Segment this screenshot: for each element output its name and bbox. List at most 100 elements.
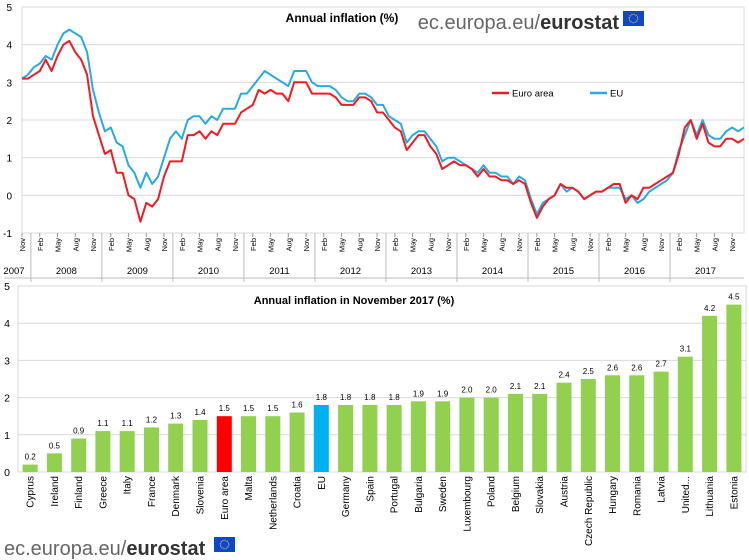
line-chart-year-label: 2008 [56,266,77,277]
line-chart-month-label: Nov [160,238,169,252]
bar-bulgaria [410,401,426,472]
bar-category-label: Poland [487,476,498,507]
line-chart-month-label: Feb [604,238,613,251]
line-chart-year-label: 2010 [198,266,219,277]
line-chart-month-label: May [338,238,347,252]
bar-value-label: 4.2 [704,304,716,313]
line-chart-y-tick-label: 1 [6,154,12,165]
bar-chart-title: Annual inflation in November 2017 (%) [254,295,455,307]
line-chart-month-label: Feb [36,238,45,251]
legend-label: EU [610,89,623,100]
bar-chart-y-tick-label: 3 [4,355,10,367]
line-chart-month-label: Aug [639,238,648,251]
line-chart-year-label: 2014 [482,266,503,277]
line-chart-month-label: Aug [355,238,364,251]
bar-category-label: Ireland [50,476,61,507]
bar-value-label: 3.1 [680,345,692,354]
bar-chart-x-axis: Cyprus Ireland Finland Greece Italy France Den… [26,475,741,546]
bar-value-label: 1.3 [170,412,182,421]
bar-austria [556,382,572,472]
line-chart-month-label: Nov [89,238,98,252]
bar-category-label: Netherlands [268,476,279,530]
bar-category-label: Croatia [293,476,304,509]
line-chart-month-label: Nov [515,238,524,252]
bar-latvia [653,371,669,472]
line-chart-month-label: Feb [391,238,400,251]
bar-chart-y-axis: 0 1 2 3 4 5 [4,281,10,479]
bar-italy [119,431,135,472]
line-chart-month-label: Aug [284,238,293,251]
bar-category-label: Romania [632,476,643,516]
bar-value-label: 1.1 [122,419,134,428]
line-chart-year-label: 2017 [695,266,716,277]
eu-flag-icon [623,11,644,26]
line-chart-month-label: Nov [444,238,453,252]
line-chart-month-label: May [54,238,63,252]
euro-area-series-line [22,39,745,223]
line-chart-month-label: Aug [710,238,719,251]
line-chart-year-label: 2016 [624,266,645,277]
bar-chart-bars: 0.2 0.5 0.9 1.1 1.1 1.2 1.3 1.4 1.5 1.5 1.5 1.6 1.8 1… [22,293,742,472]
bar-category-label: Italy [123,476,134,494]
line-chart-month-label: May [125,238,134,252]
bar-denmark [168,423,184,472]
bar-luxembourg [459,397,475,472]
bar-value-label: 1.5 [243,404,255,413]
eu-series-line [21,28,745,216]
line-chart-month-label: Aug [497,238,506,251]
brand-name: eurostat [540,12,619,34]
bar-category-label: France [147,476,158,508]
line-chart-y-tick-label: 2 [6,116,12,127]
bar-slovakia [532,393,548,472]
bar-category-label: Belgium [511,476,522,512]
bar-sweden [435,401,451,472]
bar-value-label: 2.4 [558,371,570,380]
line-chart-y-tick-label: -1 [3,229,12,240]
line-chart-month-label: Feb [533,238,542,251]
bar-value-label: 1.6 [292,400,304,409]
line-chart-y-tick-label: 4 [6,41,12,52]
line-chart-month-label: Nov [728,238,737,252]
svg-text:ec.europa.eu/eurostat: ec.europa.eu/eurostat [418,12,620,34]
bar-portugal [386,405,402,472]
line-chart-month-label: May [693,238,702,252]
bar-value-label: 1.8 [316,393,328,402]
bar-category-label: Slovenia [196,476,207,515]
line-chart-month-label: Aug [426,238,435,251]
line-chart-y-tick-label: 5 [6,3,12,14]
line-chart-y-tick-label: 3 [6,78,12,89]
eurostat-logo-top: ec.europa.eu/eurostat [418,11,644,34]
bar-eu [313,405,329,472]
bar-category-label: Greece [98,476,109,509]
line-chart-month-label: May [551,238,560,252]
line-chart-month-label: Feb [249,238,258,251]
bar-malta [241,416,256,472]
bar-ireland [46,453,62,472]
line-chart-month-label: Feb [462,238,471,251]
eu-flag-icon [214,537,235,552]
line-chart-month-label: Nov [586,238,595,252]
line-chart-title: Annual inflation (%) [286,11,399,25]
bar-france [144,427,159,472]
bar-spain [362,405,378,472]
bar-value-label: 1.9 [413,389,425,398]
bar-category-label: Spain [365,476,376,502]
bar-lithuania [702,315,718,472]
bar-euro-area [216,416,232,472]
bar-category-label: Denmark [171,475,182,517]
bar-poland [483,397,499,472]
bar-united [677,356,693,472]
line-chart-month-label: Nov [18,238,27,252]
bar-value-label: 2.1 [534,382,546,391]
line-chart-month-label: Aug [71,238,80,251]
line-chart-year-label: 2012 [340,266,361,277]
bar-category-label: Bulgaria [414,476,425,513]
bar-value-label: 2.7 [656,360,668,369]
bar-greece [95,431,111,472]
line-chart-month-label: May [267,238,276,252]
bar-value-label: 1.1 [97,419,109,428]
bar-category-label: Sweden [438,476,449,512]
bar-category-label: Lithuania [705,476,716,517]
line-chart-month-label: Feb [320,238,329,251]
bar-cyprus [22,464,38,472]
